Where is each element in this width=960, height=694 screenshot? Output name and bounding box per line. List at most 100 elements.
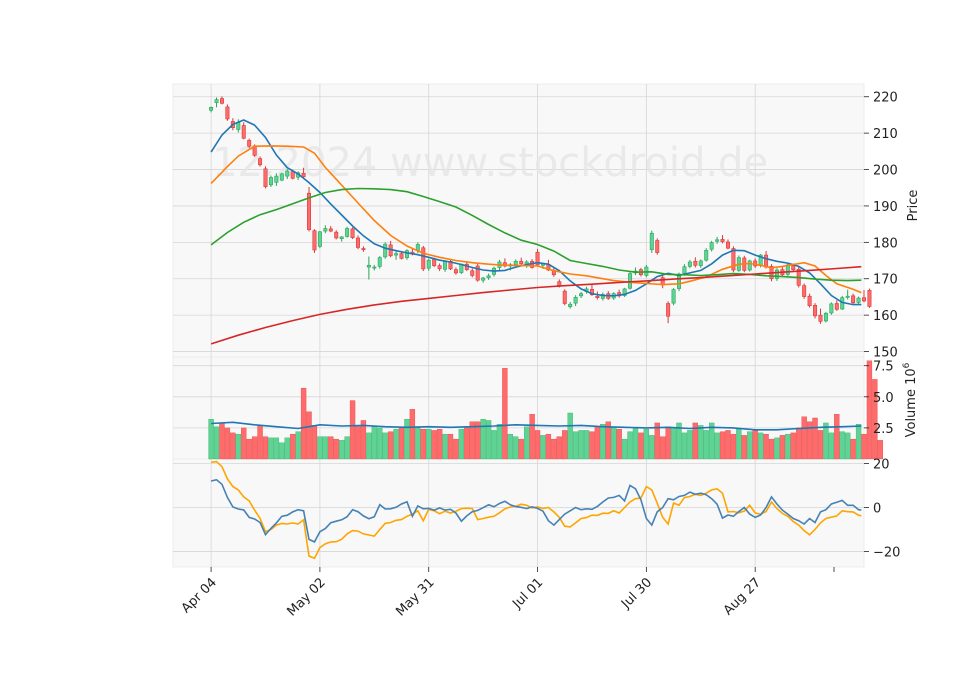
candle-body [513,260,518,265]
volume-bar [572,431,579,460]
volume-bar [632,427,639,460]
volume-bar [491,430,497,460]
volume-bar [681,432,688,460]
candle-body [535,251,540,266]
volume-bar [251,436,258,460]
volume-bar [845,432,851,460]
candle-body [236,122,241,130]
candle-body [856,297,861,303]
volume-bar [507,433,513,460]
volume-bar [709,422,715,460]
candle-body [682,266,687,274]
candle-body [328,228,333,232]
moving-average-line [210,265,862,345]
volume-bar [398,426,405,460]
candle-body [589,288,594,296]
candle-body [818,314,823,322]
candle-body [649,232,654,250]
volume-y-tick-label: 5.0 [873,391,894,406]
volume-bar [583,430,590,460]
candle-body [622,288,627,296]
volume-bar [409,409,416,460]
volume-bar [241,427,247,460]
candle-body [579,293,584,297]
oscillator-line [210,478,862,543]
candle-body [829,303,834,314]
x-tick-label: Jul 30 [618,575,655,612]
volume-bar [768,438,775,460]
volume-bar [426,428,432,460]
candle-body [475,265,480,281]
volume-bar [649,435,655,460]
candle-body [274,175,279,183]
volume-bar [393,428,399,460]
candle-body [307,192,312,230]
grid-lines [173,84,864,567]
volume-bar [774,437,780,460]
candle-body [573,297,578,304]
volume-bar [442,433,448,460]
candle-body [356,237,360,248]
volume-bar [279,442,285,460]
candle-body [687,261,692,267]
volume-bar [551,438,557,460]
volume-average-line [211,421,862,431]
candle-body [470,270,475,276]
candle-body [725,241,730,249]
volume-y-tick-label: 2.5 [873,422,894,437]
volume-bar [730,433,737,460]
candle-body [219,98,224,104]
oscillator-y-tick-label: −20 [873,546,900,561]
volume-bar [420,428,426,460]
volume-bar [817,430,824,460]
candle-body [557,281,562,286]
volume-bar [235,433,241,460]
volume-bar [567,412,573,460]
oscillator-line [210,460,862,560]
volume-bar [779,435,786,460]
candle-body [394,253,399,256]
volume-bar [524,426,530,460]
volume-bar [627,431,633,460]
candle-body [867,290,872,307]
volume-bar [268,437,274,460]
x-tick-label: Aug 27 [721,575,764,618]
volume-bar [703,430,709,460]
candle-body [421,247,426,270]
candle-body [862,297,866,302]
candle-body [774,269,779,279]
candle-body [268,177,273,186]
volume-bar [589,431,595,460]
volume-bar [741,435,747,460]
volume-bar [578,430,584,460]
candle-body [764,254,769,268]
volume-bar [638,432,644,460]
volume-bar [349,400,356,460]
candle-body [432,258,437,266]
price-y-tick-label: 220 [873,91,898,106]
candle-body [372,266,377,269]
volume-bar [208,419,214,460]
volume-bar [676,422,682,460]
candle-body [704,250,709,261]
volume-bar [796,427,802,460]
volume-bar [529,414,535,460]
candle-body [323,228,328,232]
volume-bar [801,416,807,460]
price-y-tick-label: 160 [873,309,898,324]
candle-body [481,277,486,281]
volume-bar [562,430,568,460]
candle-body [519,260,524,265]
candle-body [263,168,268,187]
candle-body [225,106,230,120]
volume-bar [763,433,769,460]
candle-body [709,242,714,250]
candle-body [247,140,252,147]
moving-average-line [210,119,862,306]
volume-bar [616,428,622,460]
candle-body [693,260,698,266]
candle-body [317,231,322,247]
volume-bar [757,432,764,460]
oscillator-y-tick-label: 0 [873,501,881,516]
